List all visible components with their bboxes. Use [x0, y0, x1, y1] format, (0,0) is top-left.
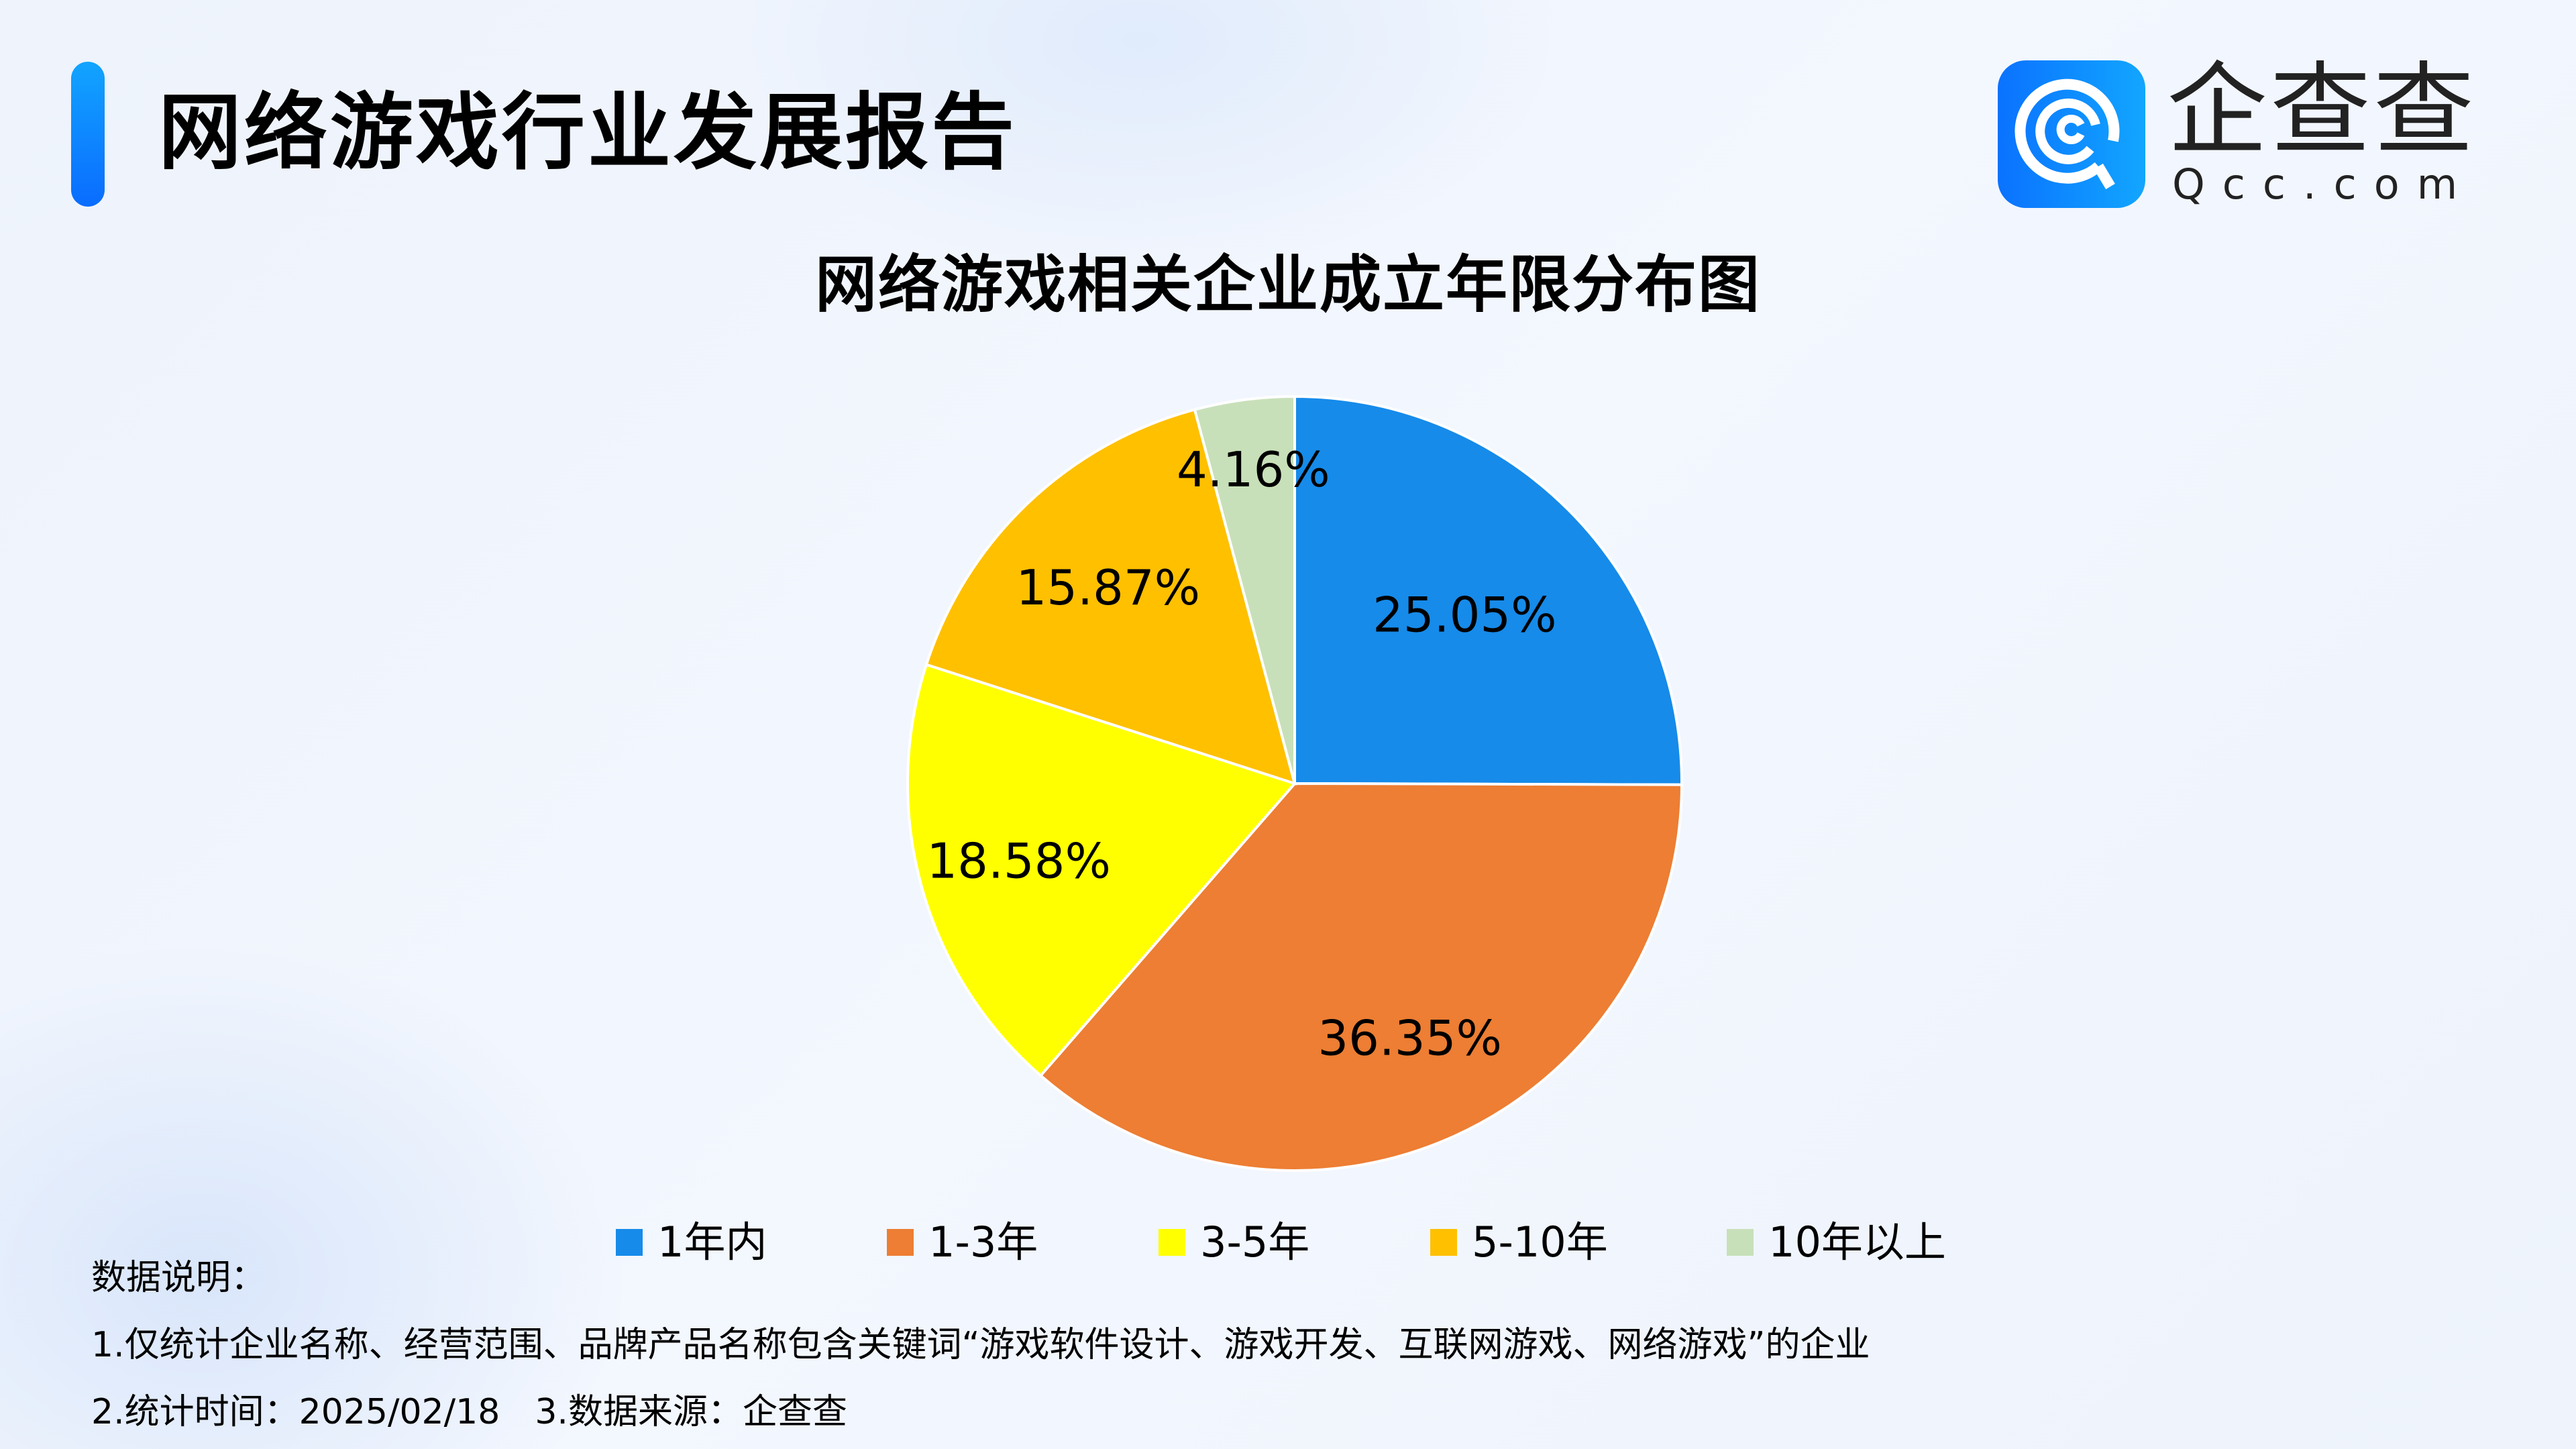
qcc-logo: 企查查 Qcc.com	[1998, 54, 2481, 209]
pie-slice-label: 4.16%	[1177, 441, 1330, 498]
chart-title: 网络游戏相关企业成立年限分布图	[814, 249, 1761, 321]
legend-item-5-10yr: 5-10年	[1430, 1216, 1608, 1269]
legend-item-1-3yr: 1-3年	[887, 1216, 1038, 1269]
legend-label: 5-10年	[1472, 1218, 1608, 1267]
notes-line-1: 1.仅统计企业名称、经营范围、品牌产品名称包含关键词“游戏软件设计、游戏开发、互…	[91, 1325, 1870, 1365]
legend-swatch	[1159, 1229, 1185, 1256]
legend-item-3-5yr: 3-5年	[1159, 1216, 1309, 1269]
pie-slice-5	[1193, 394, 1296, 784]
pie-slice-label: 25.05%	[1373, 586, 1557, 643]
legend-swatch	[887, 1229, 914, 1256]
pie-slice-3	[906, 663, 1297, 1078]
notes-line-2: 2.统计时间：2025/02/18 3.数据来源：企查查	[91, 1392, 847, 1432]
notes-heading: 数据说明：	[91, 1258, 266, 1298]
legend-item-10plus-yr: 10年以上	[1727, 1216, 1946, 1269]
chart-legend: 1年内 1-3年 3-5年 5-10年 10年以上	[0, 1216, 2576, 1269]
pie-slice-label: 18.58%	[926, 833, 1111, 889]
logo-name-en: Qcc.com	[2172, 160, 2475, 209]
logo-name-cn: 企查查	[2167, 52, 2477, 169]
legend-item-1yr: 1年内	[616, 1216, 767, 1269]
legend-swatch	[1727, 1229, 1754, 1256]
pie-slice-4	[924, 408, 1297, 786]
legend-label: 3-5年	[1200, 1218, 1310, 1267]
legend-swatch	[616, 1229, 643, 1256]
pie-slice-label: 15.87%	[1016, 559, 1201, 616]
title-accent-bar	[71, 62, 105, 207]
pie-slice-label: 36.35%	[1318, 1010, 1502, 1066]
data-notes: 数据说明： 1.仅统计企业名称、经营范围、品牌产品名称包含关键词“游戏软件设计、…	[91, 1244, 1870, 1446]
report-title: 网络游戏行业发展报告	[158, 85, 1018, 181]
legend-label: 1-3年	[928, 1218, 1038, 1267]
legend-swatch	[1430, 1229, 1457, 1256]
pie-slice-1	[1293, 394, 1684, 786]
pie-slice-2	[1038, 782, 1684, 1172]
legend-label: 1年内	[657, 1218, 767, 1267]
legend-label: 10年以上	[1768, 1218, 1946, 1267]
qcc-logo-icon	[1998, 60, 2145, 208]
